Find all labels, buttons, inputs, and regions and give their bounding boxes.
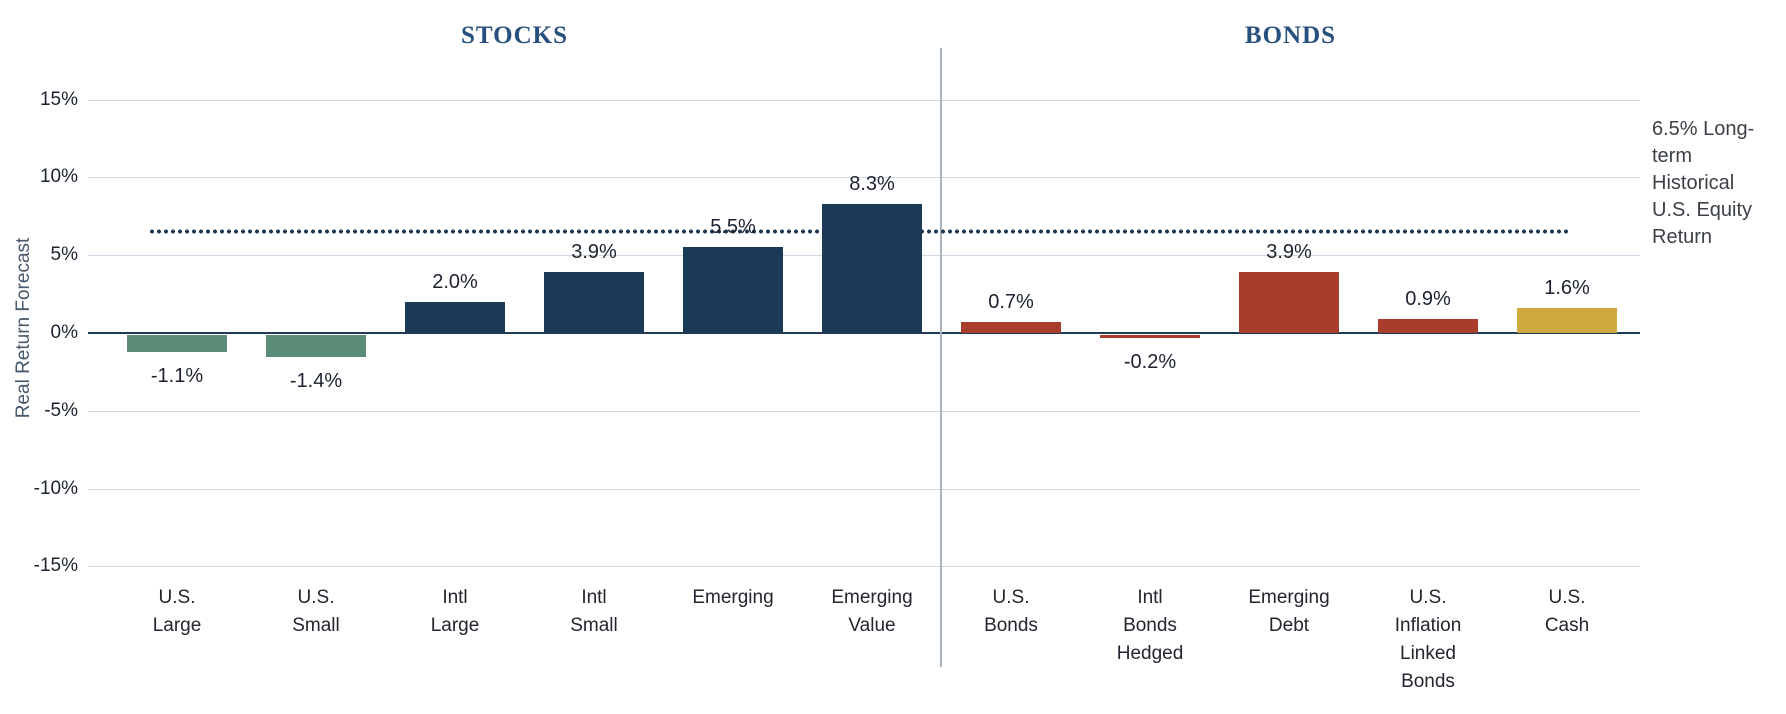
category-label: Intl Bonds Hedged — [1116, 587, 1184, 664]
y-tick-label: 15% — [39, 88, 78, 110]
y-tick-label: -5% — [44, 399, 78, 421]
bar-value-label: 8.3% — [849, 173, 895, 195]
category-label: Emerging Value — [831, 587, 913, 636]
bar-value-label: 1.6% — [1544, 277, 1590, 299]
bar — [1378, 319, 1478, 333]
bar — [266, 335, 366, 357]
category-label: Emerging Debt — [1248, 587, 1330, 636]
reference-line-annotation: 6.5% Long- term Historical U.S. Equity R… — [1652, 118, 1755, 248]
gridline — [88, 566, 1640, 568]
category-label: U.S. Cash — [1544, 587, 1590, 636]
y-tick-label: -15% — [33, 555, 78, 577]
section-title-stocks: STOCKS — [461, 22, 568, 49]
category-label: U.S. Bonds — [984, 587, 1038, 636]
bar — [127, 335, 227, 352]
bar-value-label: -1.4% — [289, 370, 343, 392]
category-label: U.S. Inflation Linked Bonds — [1394, 587, 1462, 692]
category-label: U.S. Large — [152, 587, 202, 636]
bar — [1100, 335, 1200, 338]
bar — [1517, 308, 1617, 333]
category-label: Intl Small — [570, 587, 618, 636]
category-label: Intl Large — [430, 587, 480, 636]
bar-value-label: 0.7% — [988, 291, 1034, 313]
bar-value-label: 3.9% — [571, 241, 617, 263]
bar — [405, 302, 505, 333]
bar-value-label: 5.5% — [710, 216, 756, 238]
bar — [822, 204, 922, 333]
bar — [544, 272, 644, 333]
y-tick-label: 0% — [50, 322, 78, 343]
gridline — [88, 99, 1640, 101]
section-divider-line — [940, 48, 942, 667]
section-title-bonds: BONDS — [1244, 22, 1337, 49]
y-tick-label: 5% — [50, 244, 78, 266]
bar-value-label: 2.0% — [432, 271, 478, 293]
gridline — [88, 488, 1640, 490]
category-label: U.S. Small — [292, 587, 340, 636]
bar-value-label: 0.9% — [1405, 288, 1451, 310]
bar — [1239, 272, 1339, 333]
y-tick-label: 10% — [39, 166, 78, 188]
category-label: Emerging — [692, 587, 774, 608]
bar-value-label: -1.1% — [150, 365, 204, 387]
gridline — [88, 410, 1640, 412]
zero-axis-line — [88, 332, 1640, 334]
gridline — [88, 177, 1640, 179]
y-tick-label: -10% — [33, 477, 78, 499]
bar — [961, 322, 1061, 333]
bar-value-label: -0.2% — [1123, 351, 1177, 373]
bar-value-label: 3.9% — [1266, 241, 1312, 263]
bar — [683, 247, 783, 333]
